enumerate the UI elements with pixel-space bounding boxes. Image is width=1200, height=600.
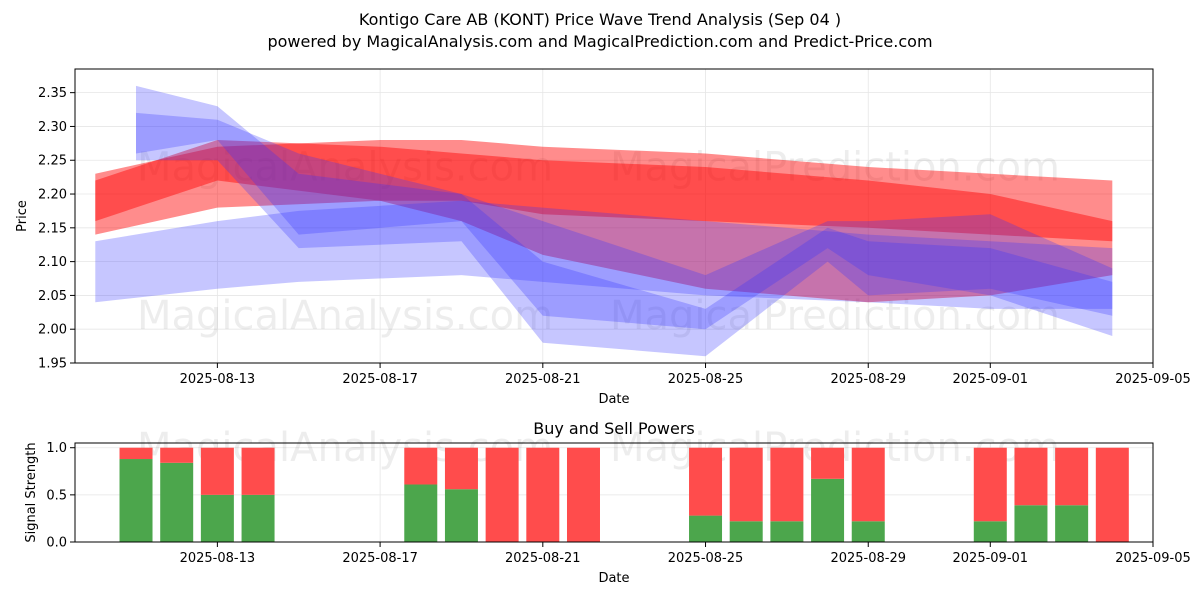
plot-frame (74, 68, 1154, 364)
x-axis-label: Date (598, 392, 629, 407)
blue-wave-band (95, 200, 1113, 309)
buy-bar (1014, 505, 1048, 542)
y-tick-label: 2.30 (38, 120, 67, 135)
y-tick-label: 2.25 (38, 154, 67, 169)
y-tick-label: 0.5 (46, 488, 67, 503)
sell-bar (851, 447, 885, 522)
price-panel: MagicalAnalysis.com MagicalPrediction.com… (15, 68, 1191, 407)
sell-bar (566, 447, 600, 542)
x-tick-label: 2025-08-13 (180, 372, 256, 387)
chart-subtitle: powered by MagicalAnalysis.com and Magic… (267, 32, 932, 51)
x-tick-label: 2025-08-21 (505, 551, 581, 566)
x-tick-label: 2025-08-17 (342, 372, 418, 387)
buy-bar (241, 494, 275, 542)
sell-bar (729, 447, 763, 522)
chart-title: Kontigo Care AB (KONT) Price Wave Trend … (359, 10, 841, 29)
watermark-text: MagicalPrediction.com (610, 293, 1060, 339)
buy-bar (770, 521, 804, 542)
sell-bar (160, 447, 194, 463)
watermark-text: MagicalPrediction.com (610, 145, 1060, 191)
x-tick-label: 2025-08-29 (830, 372, 906, 387)
buy-bar (1055, 505, 1089, 542)
sell-bar (1055, 447, 1089, 506)
y-tick-label: 2.00 (38, 323, 67, 338)
y-tick-label: 1.95 (38, 357, 67, 372)
watermark-text: MagicalAnalysis.com (137, 145, 553, 191)
buy-bar (811, 478, 845, 542)
buy-bar (973, 521, 1007, 542)
y-tick-label: 2.10 (38, 255, 67, 270)
sell-bar (1014, 447, 1048, 506)
sell-bar (485, 447, 519, 542)
x-tick-label: 2025-09-01 (953, 551, 1029, 566)
sell-bar (811, 447, 845, 479)
x-tick-label: 2025-09-05 (1115, 372, 1191, 387)
plot-frame (74, 442, 1154, 543)
x-tick-label: 2025-08-29 (830, 551, 906, 566)
red-wave-band (95, 140, 1113, 303)
x-tick-label: 2025-09-01 (953, 372, 1029, 387)
blue-wave-band (136, 85, 1113, 357)
y-tick-label: 1.0 (46, 441, 67, 456)
x-axis-label: Date (598, 571, 629, 586)
y-tick-label: 0.0 (46, 536, 67, 551)
buy-bar (689, 515, 723, 542)
watermark-text: MagicalAnalysis.com (137, 293, 553, 339)
x-tick-label: 2025-08-21 (505, 372, 581, 387)
signal-panel: MagicalAnalysis.comMagicalPrediction.com… (24, 419, 1191, 586)
buy-bar (851, 521, 885, 542)
panel-title: Buy and Sell Powers (533, 419, 695, 438)
sell-bar (689, 447, 723, 516)
x-tick-label: 2025-09-05 (1115, 551, 1191, 566)
x-tick-label: 2025-08-25 (668, 372, 744, 387)
buy-bar (200, 494, 234, 542)
buy-bar (729, 521, 763, 542)
red-wave-band (95, 140, 1113, 242)
x-tick-label: 2025-08-13 (180, 551, 256, 566)
blue-wave-band (136, 112, 1113, 337)
sell-bar (444, 447, 478, 490)
sell-bar (1095, 447, 1129, 542)
y-tick-label: 2.20 (38, 188, 67, 203)
y-axis-label: Signal Strength (24, 442, 39, 542)
y-tick-label: 2.05 (38, 289, 67, 304)
sell-bar (241, 447, 275, 495)
buy-bar (444, 489, 478, 542)
x-tick-label: 2025-08-25 (668, 551, 744, 566)
sell-bar (119, 447, 153, 460)
y-tick-label: 2.35 (38, 86, 67, 101)
y-tick-label: 2.15 (38, 221, 67, 236)
sell-bar (973, 447, 1007, 522)
buy-bar (404, 484, 438, 542)
sell-bar (200, 447, 234, 495)
buy-bar (160, 462, 194, 542)
sell-bar (526, 447, 560, 542)
sell-bar (404, 447, 438, 485)
x-tick-label: 2025-08-17 (342, 551, 418, 566)
y-axis-label: Price (15, 200, 30, 232)
buy-bar (119, 459, 153, 542)
sell-bar (770, 447, 804, 522)
